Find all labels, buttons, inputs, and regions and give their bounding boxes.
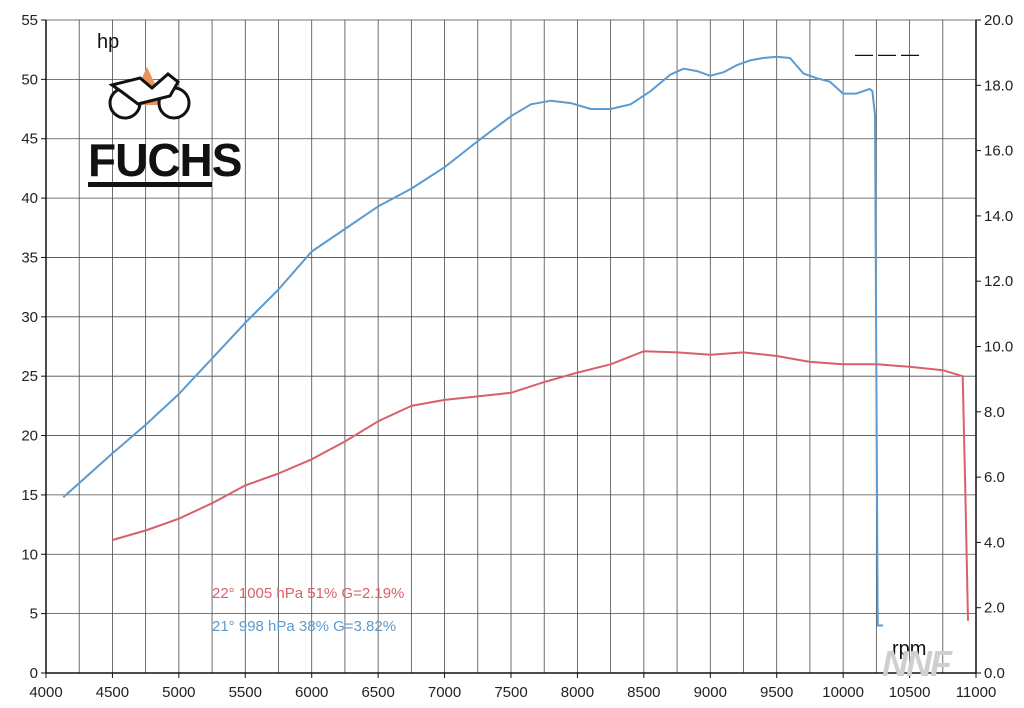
y-tick-label: 10 bbox=[21, 546, 38, 563]
series-group bbox=[62, 55, 969, 627]
y-tick-label: 45 bbox=[21, 131, 38, 148]
y-tick-label: 55 bbox=[21, 12, 38, 29]
fuchs-logo: FUCHS bbox=[88, 67, 242, 187]
x-axis-unit-label: rpm bbox=[892, 638, 926, 660]
logo-text: FUCHS bbox=[88, 134, 241, 186]
series-line-blue bbox=[62, 55, 883, 627]
x-tick-label: 8500 bbox=[627, 684, 660, 701]
y2-tick-label: 12.0 bbox=[984, 273, 1013, 290]
y2-tick-label: 6.0 bbox=[984, 469, 1005, 486]
y-tick-label: 15 bbox=[21, 487, 38, 504]
y-tick-label: 50 bbox=[21, 71, 38, 88]
y2-tick-label: 4.0 bbox=[984, 534, 1005, 551]
y-tick-label: 0 bbox=[30, 665, 38, 682]
y-tick-label: 30 bbox=[21, 309, 38, 326]
y2-tick-label: 0.0 bbox=[984, 665, 1005, 682]
x-tick-label: 5000 bbox=[162, 684, 195, 701]
y2-tick-label: 18.0 bbox=[984, 77, 1013, 94]
y2-tick-label: 16.0 bbox=[984, 143, 1013, 160]
x-tick-label: 9500 bbox=[760, 684, 793, 701]
x-tick-label: 5500 bbox=[229, 684, 262, 701]
x-tick-label: 10500 bbox=[889, 684, 931, 701]
x-tick-label: 7500 bbox=[494, 684, 527, 701]
y2-tick-label: 8.0 bbox=[984, 404, 1005, 421]
x-tick-label: 4500 bbox=[96, 684, 129, 701]
y2-tick-label: 10.0 bbox=[984, 339, 1013, 356]
x-tick-label: 9000 bbox=[694, 684, 727, 701]
x-tick-label: 6500 bbox=[361, 684, 394, 701]
y2-tick-label: 14.0 bbox=[984, 208, 1013, 225]
watermark-logo: NNF bbox=[882, 643, 953, 684]
x-tick-label: 11000 bbox=[956, 684, 997, 701]
x-tick-label: 8000 bbox=[561, 684, 594, 701]
grid-lines bbox=[45, 19, 977, 674]
x-tick-label: 7000 bbox=[428, 684, 461, 701]
y-tick-label: 25 bbox=[21, 368, 38, 385]
logo-underline bbox=[88, 182, 212, 187]
y2-tick-label: 20.0 bbox=[984, 12, 1013, 29]
y-tick-label: 20 bbox=[21, 428, 38, 445]
x-tick-label: 4000 bbox=[29, 684, 62, 701]
y-axis-unit-label: hp bbox=[97, 31, 119, 53]
condition-label-blue: 21° 998 hPa 38% G=3.82% bbox=[212, 618, 396, 635]
axes bbox=[41, 19, 981, 678]
y-tick-label: 5 bbox=[30, 606, 38, 623]
x-tick-label: 6000 bbox=[295, 684, 328, 701]
x-tick-label: 10000 bbox=[822, 684, 864, 701]
tick-labels: 4000 4500 5000 5500 6000 6500 7000 7500 8000 8500… bbox=[21, 12, 1013, 701]
y-tick-label: 40 bbox=[21, 190, 38, 207]
series-line-red bbox=[112, 350, 969, 621]
legend-dash: — — — bbox=[855, 44, 919, 64]
y2-tick-label: 2.0 bbox=[984, 600, 1005, 617]
motorcycle-icon bbox=[108, 72, 191, 120]
condition-label-red: 22° 1005 hPa 51% G=2.19% bbox=[212, 585, 404, 602]
y-tick-label: 35 bbox=[21, 249, 38, 266]
